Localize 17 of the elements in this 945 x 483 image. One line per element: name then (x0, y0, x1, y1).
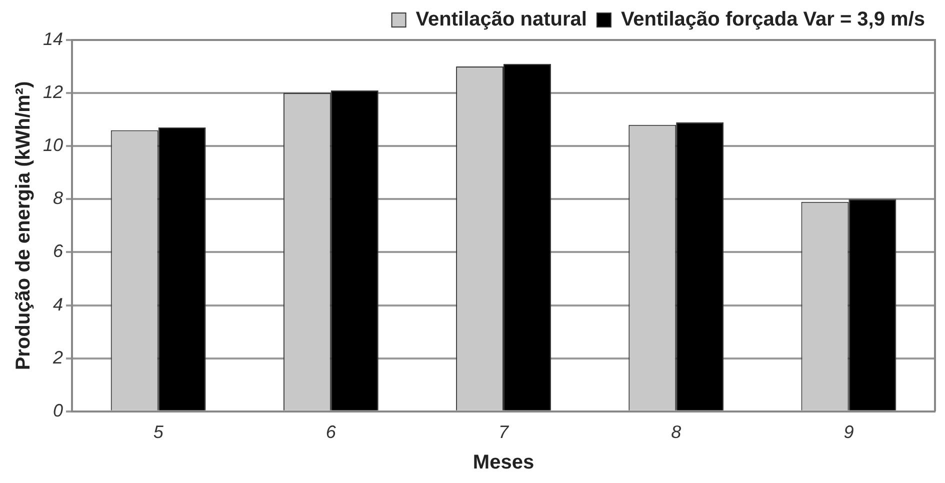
x-tick-label: 7 (498, 422, 510, 442)
y-axis-title: Produção de energia (kWh/m²) (12, 81, 35, 370)
legend-label: Ventilação natural (416, 8, 587, 31)
y-tick-label: 12 (42, 82, 64, 102)
x-tick-label: 8 (671, 422, 682, 442)
y-tick-label: 4 (53, 294, 64, 314)
y-tick-label: 0 (53, 400, 64, 420)
y-tick-label: 10 (42, 135, 64, 156)
y-tick-label: 2 (52, 347, 64, 368)
x-tick-label: 9 (844, 422, 854, 442)
y-tick-label: 14 (42, 29, 64, 49)
x-tick-label: 6 (326, 422, 337, 442)
y-tick-label: 6 (53, 241, 64, 262)
legend-label: Ventilação forçada Var = 3,9 m/s (620, 8, 926, 31)
y-tick-label: 8 (53, 188, 64, 208)
x-axis-title: Meses (472, 452, 534, 474)
x-tick-label: 5 (153, 422, 164, 442)
